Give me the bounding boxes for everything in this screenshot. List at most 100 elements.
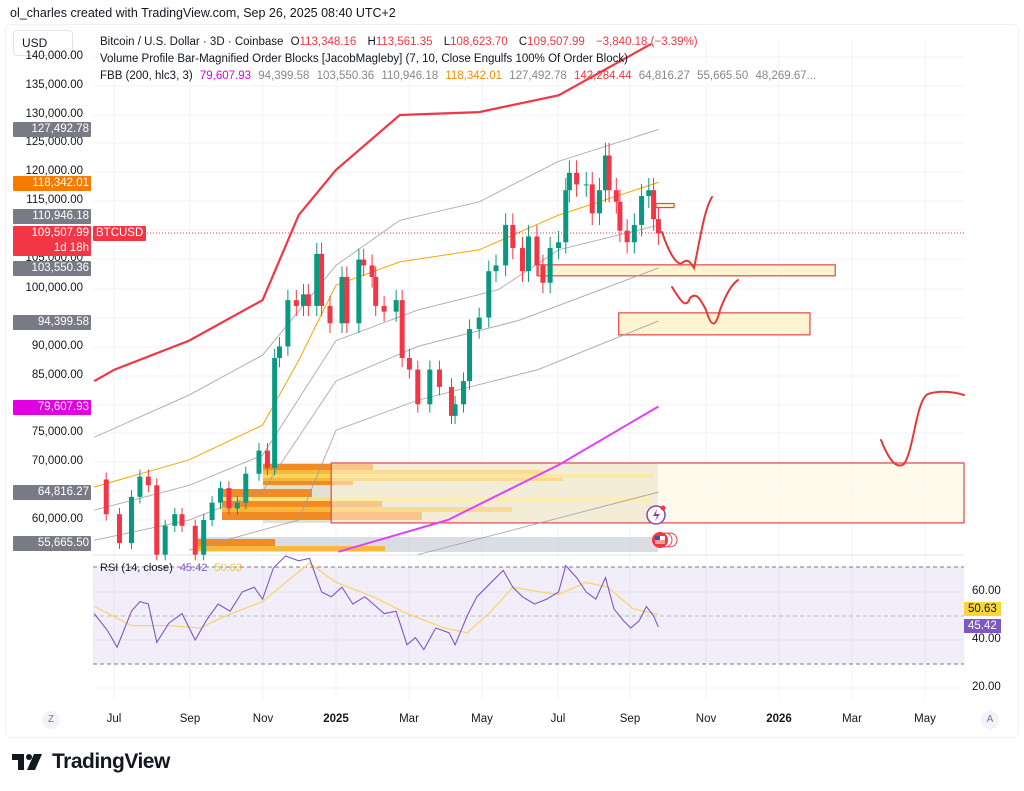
candle-body <box>116 514 122 544</box>
symbol-tag: BTCUSD <box>93 226 147 241</box>
candle-body <box>369 265 375 277</box>
symbol-name[interactable]: Bitcoin / U.S. Dollar · 3D · Coinbase <box>100 36 284 48</box>
candle-body <box>285 300 291 347</box>
time-label: Nov <box>252 713 274 725</box>
candle-body <box>540 265 546 283</box>
candle-body <box>264 450 270 468</box>
candle-body <box>563 190 569 243</box>
projection-path-3 <box>880 390 965 467</box>
candle-body <box>534 236 540 266</box>
price-badge-value: 79,607.93 <box>37 401 89 413</box>
candle-body <box>276 346 282 358</box>
price-tick: 135,000.00 <box>25 79 83 91</box>
candle-body <box>476 317 482 330</box>
candle-body <box>525 236 531 272</box>
order-block <box>537 264 836 277</box>
candle-body <box>566 172 572 191</box>
time-label: May <box>914 713 936 725</box>
price-tick: 75,000.00 <box>31 426 83 438</box>
candle-body <box>596 190 602 214</box>
time-label: Mar <box>842 713 862 725</box>
price-badge-value: 64,816.27 <box>37 486 89 498</box>
currency-button[interactable]: USD <box>13 30 73 56</box>
candle-body <box>436 369 442 387</box>
vp-bar <box>222 489 312 497</box>
candle-body <box>493 265 499 272</box>
projection-path-1 <box>661 196 713 271</box>
candle-body <box>646 190 652 196</box>
price-tick: 85,000.00 <box>31 369 83 381</box>
rsi-tick: 60.00 <box>972 585 1001 597</box>
vp-bar <box>195 539 275 546</box>
candle-body <box>162 525 168 555</box>
tradingview-logo-icon <box>12 754 42 770</box>
change-value: −3,840.18 (−3.39%) <box>595 36 698 48</box>
alert-icon <box>646 505 666 525</box>
candle-body <box>344 276 350 324</box>
rsi-tick: 40.00 <box>972 633 1001 645</box>
indicator-legend-fbb[interactable]: FBB (200, hlc3, 3) 79,607.93 94,399.58 1… <box>100 70 817 82</box>
candle-body <box>467 329 473 382</box>
candle-body <box>547 248 553 283</box>
order-blocks <box>330 202 965 524</box>
low-value: 108,623.70 <box>450 36 508 48</box>
vp-bar <box>222 501 382 507</box>
drawn-projection-paths <box>661 196 965 467</box>
candles <box>103 142 661 561</box>
zoom-reset-button[interactable]: Z <box>42 711 60 729</box>
candle-body <box>613 190 619 202</box>
candle-body <box>556 242 562 249</box>
price-badge-value: 127,492.78 <box>31 123 89 135</box>
candle-body <box>624 230 630 243</box>
candle-body <box>651 190 657 220</box>
countdown: 1d 18h <box>53 242 89 254</box>
time-label: 2025 <box>323 713 349 725</box>
rsi-legend[interactable]: RSI (14, close) 45.42 50.63 <box>100 562 242 574</box>
band-line <box>94 267 659 541</box>
candle-body <box>361 259 367 266</box>
candle-body <box>243 473 249 503</box>
price-badge-value: 110,946.18 <box>32 210 89 222</box>
projection-path-2 <box>671 279 739 325</box>
candle-body <box>256 450 262 474</box>
candle-body <box>314 253 320 306</box>
rsi-value: 45.42 <box>179 562 208 574</box>
price-badge-value: 118,342.01 <box>32 177 89 189</box>
candle-body <box>319 253 325 306</box>
candle-body <box>103 479 109 515</box>
candle-body <box>631 224 637 243</box>
time-label: 2026 <box>766 713 792 725</box>
band-line <box>93 129 659 438</box>
time-label: Nov <box>695 713 717 725</box>
grid <box>93 40 964 700</box>
band-line-upper <box>93 42 652 383</box>
indicator-legend-vp[interactable]: Volume Profile Bar-Magnified Order Block… <box>100 53 628 65</box>
candle-body <box>452 404 458 416</box>
time-label: Mar <box>399 713 419 725</box>
candle-body <box>201 520 207 555</box>
candle-body <box>574 172 580 185</box>
price-badge-value: 55,665.50 <box>37 537 89 549</box>
candle-body <box>393 300 399 312</box>
price-tick: 130,000.00 <box>25 108 83 120</box>
price-badge: 79,607.93 <box>13 400 91 415</box>
rsi-tick: 20.00 <box>972 681 1001 693</box>
candle-body <box>226 488 232 509</box>
candle-body <box>339 276 345 324</box>
rsi-line <box>93 555 659 651</box>
time-label: May <box>471 713 493 725</box>
auto-scale-button[interactable]: A <box>981 711 999 729</box>
candle-body <box>381 305 387 312</box>
candle-body <box>399 300 405 358</box>
candle-body <box>617 201 623 231</box>
candle-body <box>137 476 143 497</box>
rsi-ma-badge: 50.63 <box>964 602 1001 616</box>
candle-body <box>415 369 421 405</box>
price-badge: 103,550.36 <box>13 261 91 276</box>
candle-body <box>179 514 185 526</box>
rsi-badge: 45.42 <box>964 619 1001 633</box>
candle-body <box>639 195 645 225</box>
candle-body <box>583 184 589 186</box>
price-badge: 110,946.18 <box>13 209 91 224</box>
